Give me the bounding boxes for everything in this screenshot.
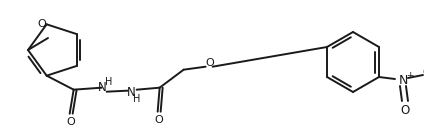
Text: O: O [154,115,163,125]
Text: +: + [406,71,414,80]
Text: O: O [400,104,410,116]
Text: H: H [133,94,140,104]
Text: N: N [127,86,136,99]
Text: O: O [37,19,46,29]
Text: N: N [98,81,107,94]
Text: N: N [398,75,407,87]
Text: O: O [422,67,424,79]
Text: H: H [105,77,112,87]
Text: O: O [205,58,214,68]
Text: O: O [66,117,75,127]
